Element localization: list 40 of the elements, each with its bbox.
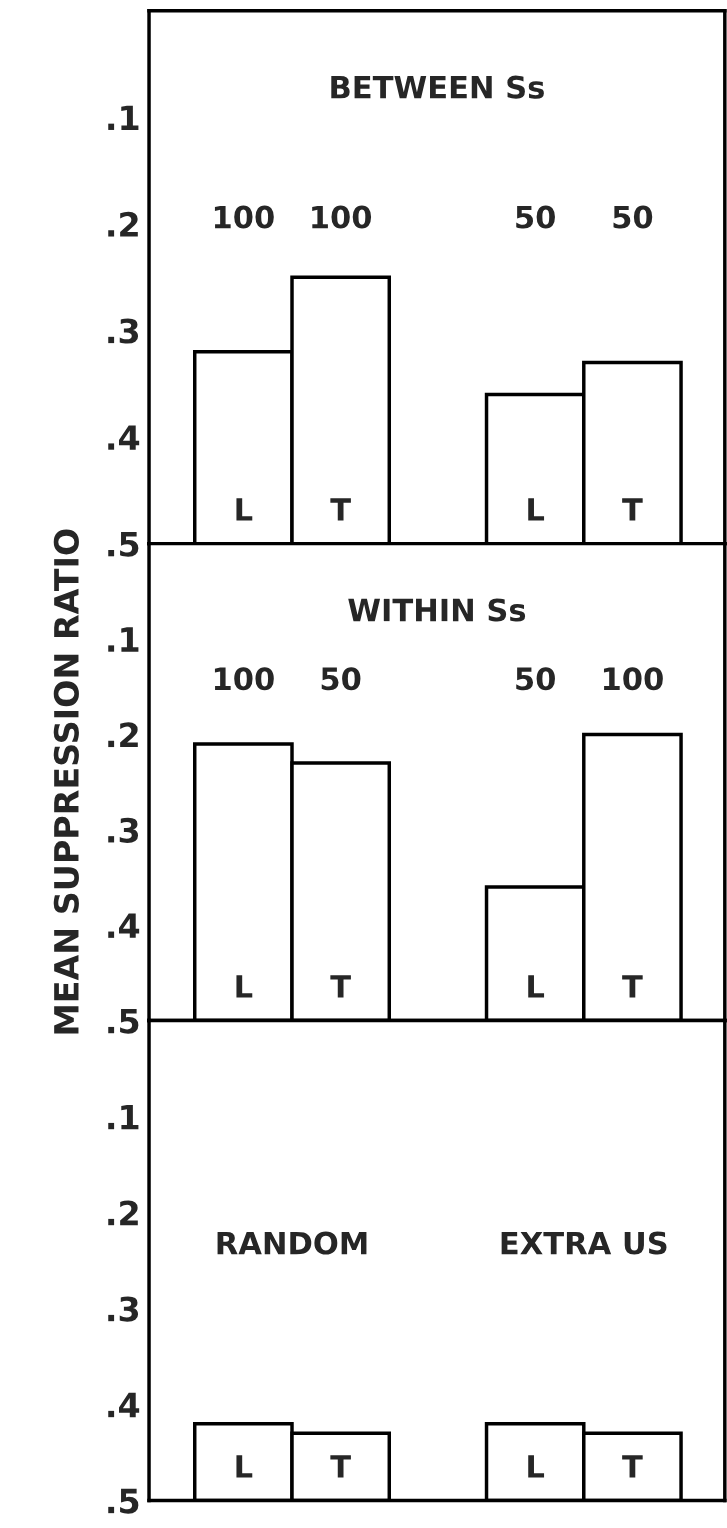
category-label: T: [622, 1455, 643, 1478]
annotation: 50: [321, 667, 361, 691]
annotation: 100: [603, 667, 663, 691]
category-label: T: [330, 498, 351, 521]
annotation: 100: [214, 667, 274, 691]
annotation: 50: [516, 205, 555, 229]
y-tick-label: .1: [108, 1104, 139, 1130]
category-label: T: [622, 498, 643, 521]
y-tick-label: .2: [108, 1200, 138, 1226]
annotation: 50: [516, 667, 555, 691]
y-tick-label: .1: [108, 627, 139, 652]
annotation: 100: [214, 205, 274, 229]
category-label: L: [236, 1455, 253, 1478]
text: WITHIN Ss: [348, 598, 526, 622]
category-label: T: [622, 975, 643, 998]
annotation: EXTRA US: [501, 1231, 667, 1255]
y-tick-label: .5: [108, 531, 139, 557]
category-label: L: [528, 498, 545, 521]
category-label: T: [330, 975, 351, 998]
text: BETWEEN Ss: [331, 75, 544, 99]
y-tick-label: .3: [108, 318, 139, 344]
category-label: L: [236, 975, 253, 998]
category-label: L: [236, 498, 253, 521]
y-tick-label: .2: [108, 211, 138, 237]
y-tick-label: .2: [108, 722, 138, 748]
y-tick-label: .5: [108, 1008, 139, 1034]
category-label: L: [528, 975, 545, 998]
annotation: 50: [613, 205, 653, 229]
y-tick-label: .1: [108, 105, 139, 130]
y-tick-label: .3: [108, 1296, 139, 1322]
annotation: RANDOM: [217, 1231, 367, 1255]
category-label: L: [528, 1455, 545, 1478]
y-tick-label: .3: [108, 817, 139, 843]
category-label: T: [330, 1455, 351, 1478]
y-tick-label: .4: [108, 1392, 140, 1418]
y-axis-title: MEAN SUPPRESSION RATIO: [53, 529, 79, 1034]
annotation: 100: [312, 205, 372, 229]
y-tick-label: .4: [108, 425, 140, 450]
y-tick-label: .4: [108, 913, 140, 938]
y-tick-label: .5: [108, 1488, 139, 1514]
